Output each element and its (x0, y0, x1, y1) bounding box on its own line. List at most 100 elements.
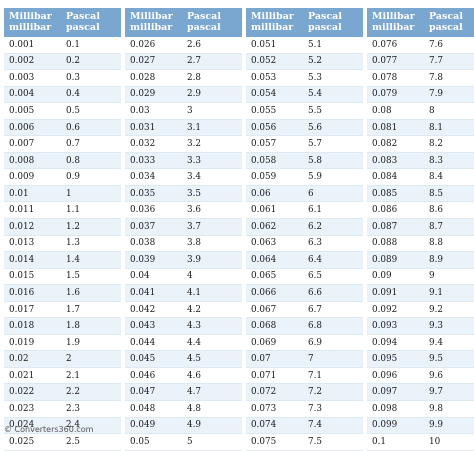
table-row: 0.093 9.3 (367, 318, 474, 335)
table-row: 0.082 8.2 (367, 136, 474, 153)
table-row: 0.083 8.3 (367, 152, 474, 170)
pascal-value: 8 (429, 105, 435, 116)
table-row: 0.054 5.4 (246, 86, 363, 104)
millibar-value: 0.012 (9, 221, 35, 232)
pascal-value: 9.6 (429, 370, 443, 381)
pascal-value: 5.4 (308, 89, 322, 100)
table-row: 0.013 1.3 (4, 236, 121, 253)
table-row: 0.047 4.7 (125, 384, 242, 402)
millibar-value: 0.009 (9, 172, 35, 183)
pascal-value: 1.1 (66, 205, 80, 216)
pascal-value: 0.9 (66, 172, 80, 183)
millibar-value: 0.1 (372, 436, 386, 447)
pascal-value: 7.5 (308, 436, 322, 447)
pascal-value: 3.3 (187, 155, 201, 166)
millibar-column-header: Millibar millibar (246, 8, 304, 37)
pascal-value: 2.6 (187, 39, 201, 50)
table-row: 0.051 5.1 (246, 37, 363, 54)
millibar-value: 0.085 (372, 188, 398, 199)
table-row: 0.063 6.3 (246, 236, 363, 253)
millibar-value: 0.013 (9, 238, 35, 249)
millibar-value: 0.033 (130, 155, 156, 166)
table-row: 0.023 2.3 (4, 401, 121, 418)
table-row: 0.072 7.2 (246, 384, 363, 402)
pascal-value: 8.6 (429, 205, 443, 216)
table-row: 0.003 0.3 (4, 70, 121, 87)
table-row: 0.034 3.4 (125, 169, 242, 186)
millibar-value: 0.057 (251, 139, 277, 150)
pascal-value: 6.1 (308, 205, 322, 216)
millibar-value: 0.024 (9, 420, 35, 431)
pascal-value: 6.9 (308, 337, 322, 348)
millibar-column-header: Millibar millibar (125, 8, 183, 37)
millibar-value: 0.07 (251, 354, 271, 365)
table-row: 0.05 5 (125, 434, 242, 451)
millibar-value: 0.019 (9, 337, 35, 348)
millibar-value: 0.029 (130, 89, 156, 100)
table-row: 0.053 5.3 (246, 70, 363, 87)
millibar-value: 0.056 (251, 122, 277, 133)
pascal-value: 7.8 (429, 72, 443, 83)
millibar-value: 0.082 (372, 139, 398, 150)
table-header: Millibar millibar Pascal pascal (4, 8, 121, 37)
table-row: 0.057 5.7 (246, 136, 363, 153)
pascal-value: 8.7 (429, 221, 443, 232)
millibar-header-line2: millibar (9, 22, 52, 33)
table-row: 0.1 10 (367, 434, 474, 451)
pascal-value: 4.9 (187, 420, 201, 431)
table-row: 0.041 4.1 (125, 285, 242, 302)
millibar-value: 0.087 (372, 221, 398, 232)
millibar-value: 0.039 (130, 254, 156, 265)
pascal-value: 8.8 (429, 238, 443, 249)
pascal-value: 3 (187, 105, 193, 116)
pascal-value: 4.4 (187, 337, 201, 348)
millibar-value: 0.065 (251, 271, 277, 282)
millibar-value: 0.044 (130, 337, 156, 348)
millibar-value: 0.007 (9, 139, 35, 150)
millibar-value: 0.004 (9, 89, 35, 100)
pascal-value: 2.3 (66, 403, 80, 414)
millibar-value: 0.09 (372, 271, 392, 282)
table-row: 0.005 0.5 (4, 103, 121, 120)
pascal-value: 0.2 (66, 56, 80, 67)
millibar-value: 0.099 (372, 420, 398, 431)
table-row: 0.037 3.7 (125, 219, 242, 236)
pascal-value: 1.3 (66, 238, 80, 249)
table-row: 0.014 1.4 (4, 252, 121, 269)
millibar-value: 0.084 (372, 172, 398, 183)
pascal-value: 6.7 (308, 304, 322, 315)
table-row: 0.074 7.4 (246, 417, 363, 435)
millibar-value: 0.001 (9, 39, 35, 50)
table-row: 0.045 4.5 (125, 351, 242, 368)
table-row: 0.025 2.5 (4, 434, 121, 451)
millibar-value: 0.054 (251, 89, 277, 100)
table-row: 0.036 3.6 (125, 202, 242, 220)
pascal-header-line2: pascal (429, 22, 463, 33)
millibar-value: 0.025 (9, 436, 35, 447)
table-row: 0.016 1.6 (4, 285, 121, 302)
table-row: 0.032 3.2 (125, 136, 242, 153)
millibar-value: 0.036 (130, 205, 156, 216)
pascal-value: 1.6 (66, 287, 80, 298)
table-row: 0.01 1 (4, 185, 121, 203)
pascal-value: 7.2 (308, 387, 322, 398)
millibar-header-line1: Millibar (9, 11, 52, 22)
table-row: 0.021 2.1 (4, 368, 121, 385)
pascal-value: 4.6 (187, 370, 201, 381)
pascal-value: 4.5 (187, 354, 201, 365)
table-row: 0.091 9.1 (367, 285, 474, 302)
millibar-value: 0.041 (130, 287, 156, 298)
pascal-value: 9.7 (429, 387, 443, 398)
pascal-value: 9.3 (429, 321, 443, 332)
table-block: Millibar millibar Pascal pascal 0.001 0.1 0.00… (2, 8, 121, 451)
pascal-value: 0.5 (66, 105, 80, 116)
millibar-value: 0.064 (251, 254, 277, 265)
table-row: 0.085 8.5 (367, 185, 474, 203)
table-row: 0.081 8.1 (367, 119, 474, 137)
millibar-value: 0.021 (9, 370, 35, 381)
millibar-value: 0.051 (251, 39, 277, 50)
pascal-value: 7.9 (429, 89, 443, 100)
millibar-header-line1: Millibar (130, 11, 173, 22)
table-row: 0.001 0.1 (4, 37, 121, 54)
millibar-value: 0.083 (372, 155, 398, 166)
